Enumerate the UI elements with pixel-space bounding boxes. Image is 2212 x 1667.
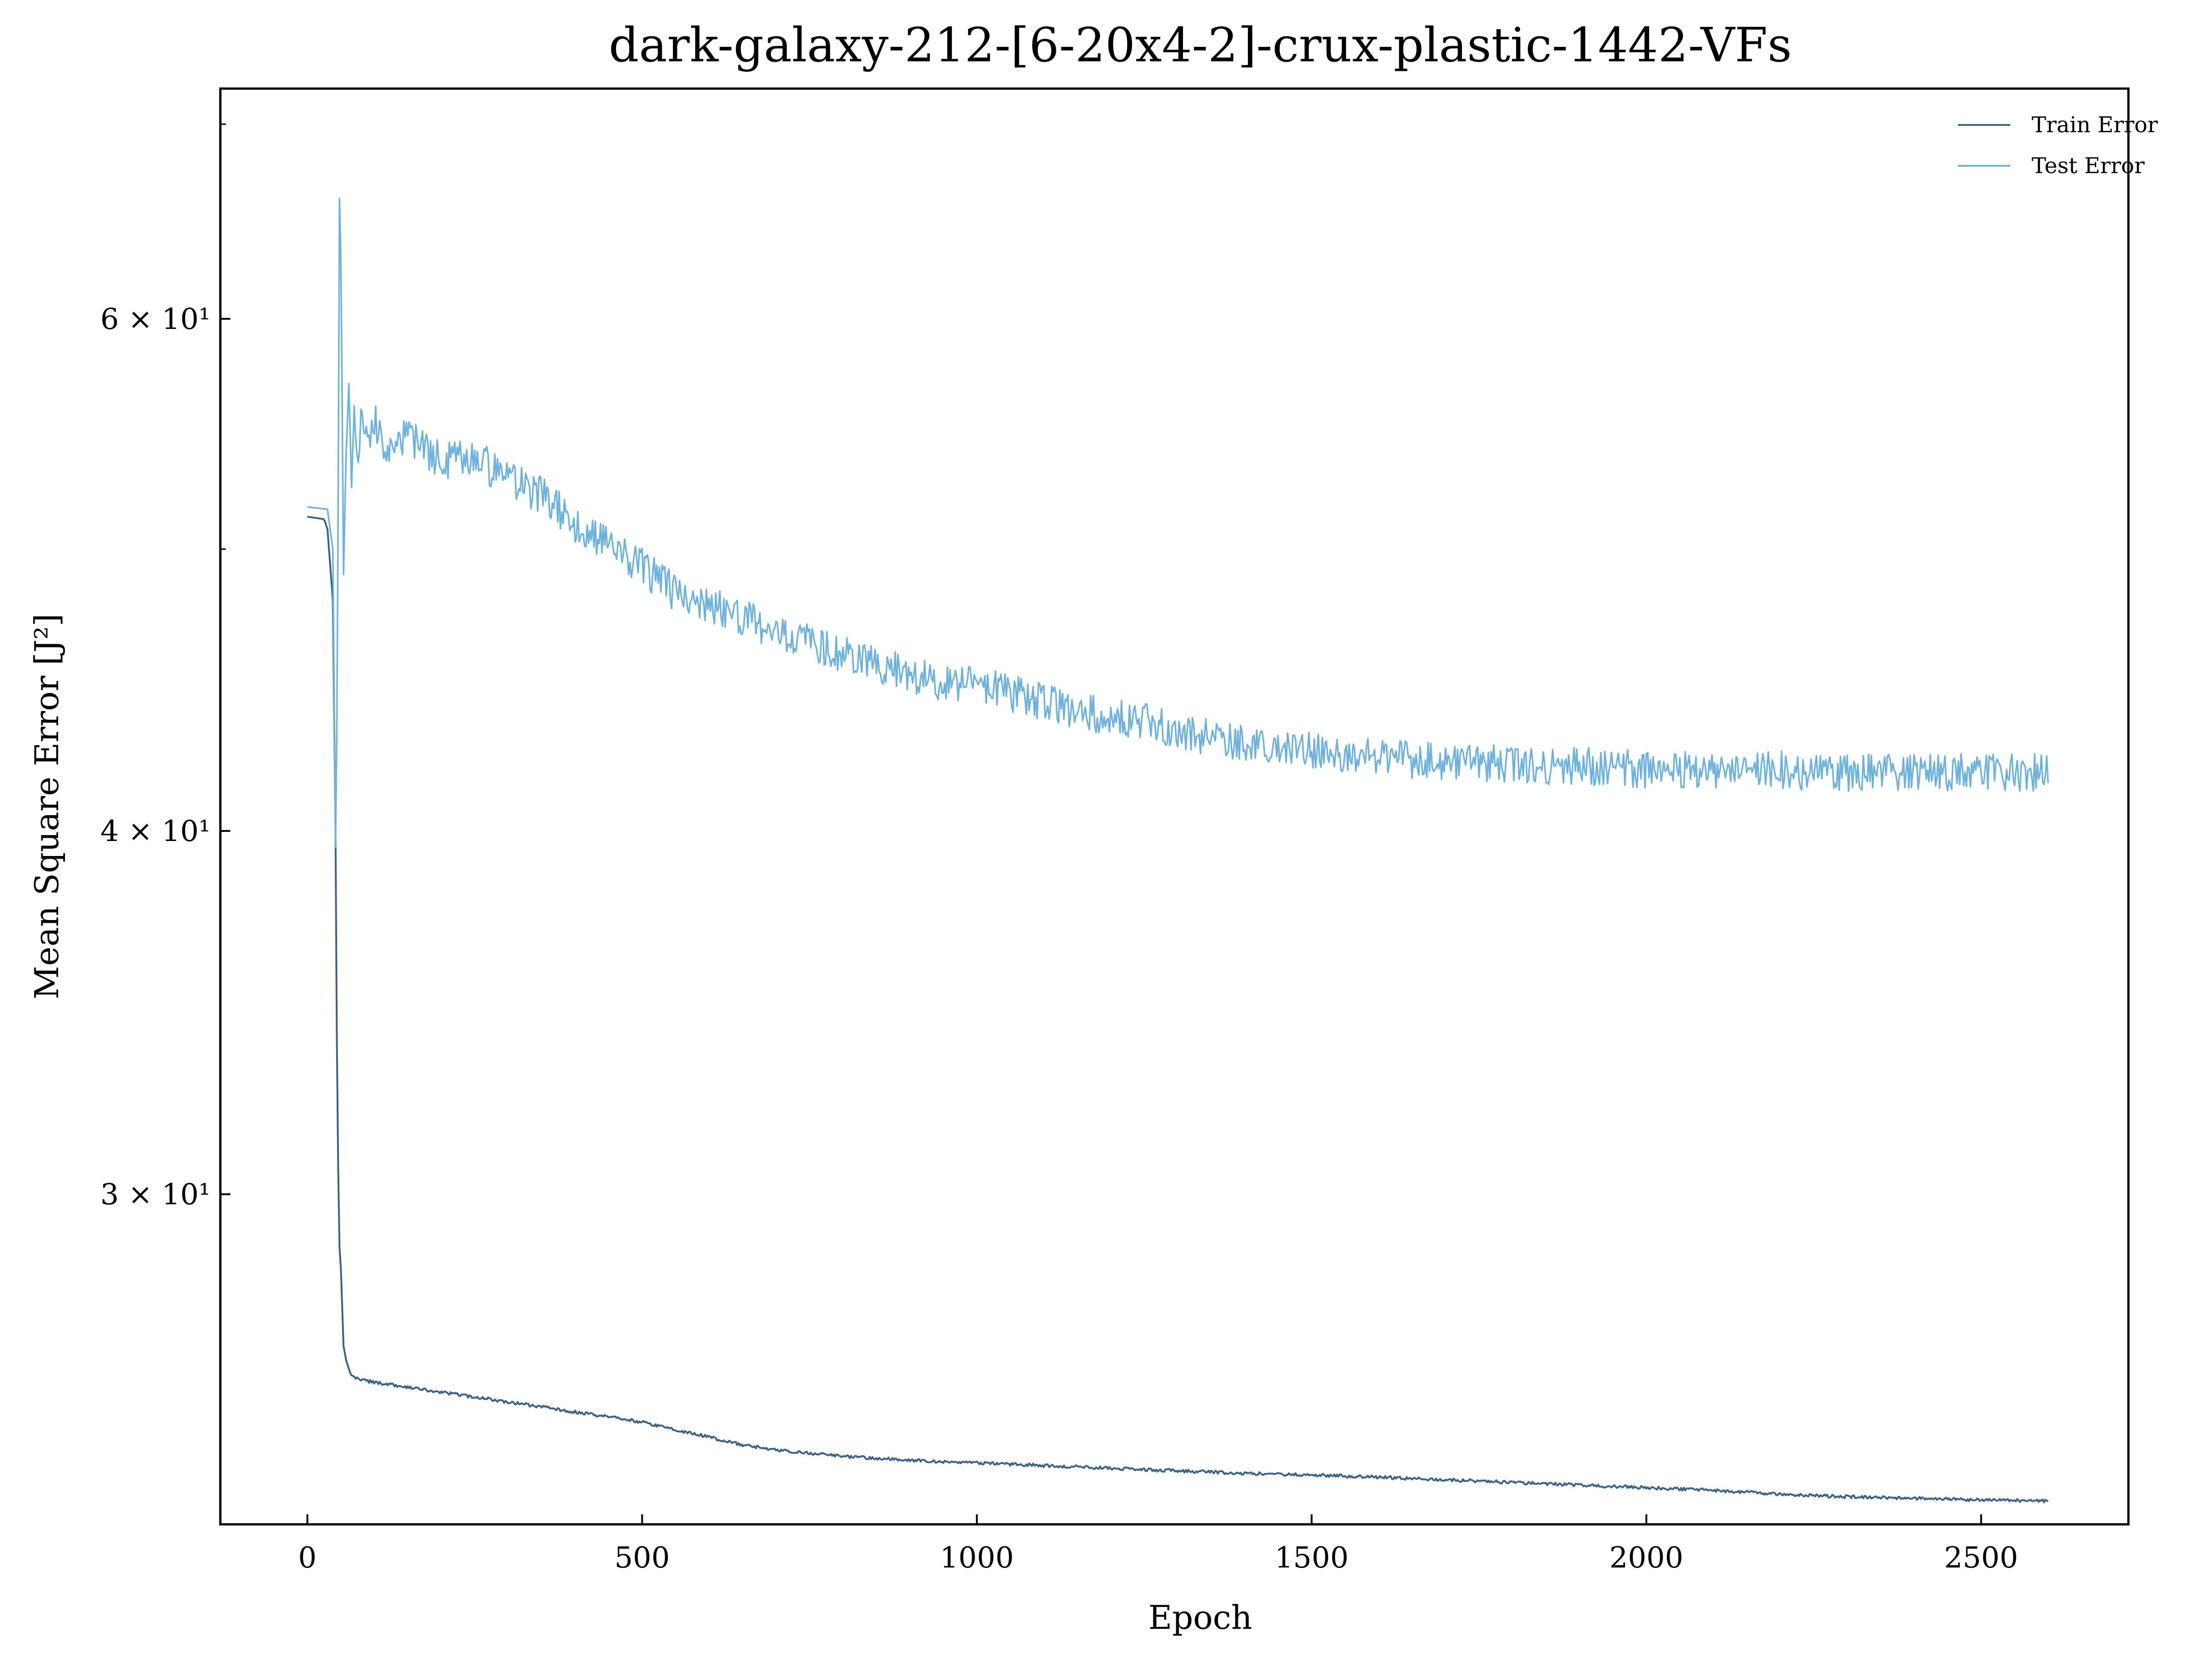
y-tick-label: 6 × 10¹ <box>100 303 210 336</box>
y-tick-label: 3 × 10¹ <box>100 1178 210 1211</box>
plot-frame <box>219 87 2130 1526</box>
plot-lines <box>307 198 2049 1503</box>
series-line-test-error <box>307 198 2049 848</box>
x-tick-label: 1000 <box>940 1541 1014 1575</box>
x-tick-label: 2500 <box>1944 1541 2018 1575</box>
x-axis-label: Epoch <box>1148 1598 1253 1637</box>
legend: Train Error Test Error <box>1958 112 2158 179</box>
y-tick-label: 4 × 10¹ <box>100 815 210 848</box>
x-axis-ticks: 0 500 1000 1500 2000 2500 <box>298 1514 2018 1575</box>
series-line-train-error <box>307 516 2049 1503</box>
x-tick-label: 500 <box>614 1541 670 1575</box>
legend-label-test-error: Test Error <box>2032 153 2145 179</box>
x-tick-label: 0 <box>298 1541 317 1575</box>
x-tick-label: 1500 <box>1275 1541 1349 1575</box>
x-tick-label: 2000 <box>1610 1541 1684 1575</box>
legend-label-train-error: Train Error <box>2032 112 2158 138</box>
y-axis-ticks: 3 × 10¹ 4 × 10¹ 6 × 10¹ <box>100 123 230 1211</box>
y-axis-label: Mean Square Error [J²] <box>28 613 66 999</box>
chart-title: dark-galaxy-212-[6-20x4-2]-crux-plastic-… <box>609 17 1792 73</box>
